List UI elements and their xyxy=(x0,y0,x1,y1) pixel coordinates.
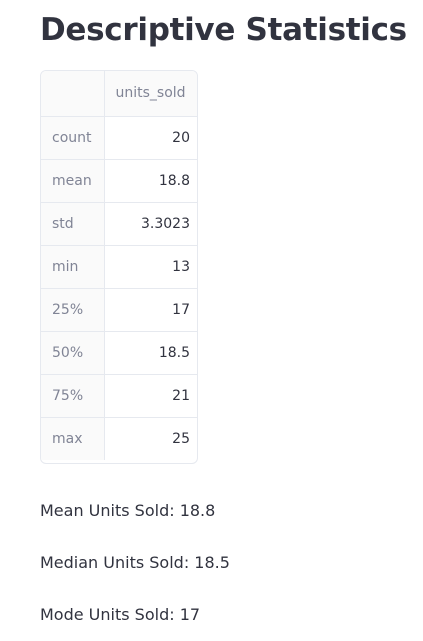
table-row: 75% 21 xyxy=(41,374,197,418)
table-header-row: units_sold xyxy=(41,71,197,117)
row-label: 25% xyxy=(41,288,105,332)
table-row: mean 18.8 xyxy=(41,159,197,203)
row-label: count xyxy=(41,116,105,160)
table-row: std 3.3023 xyxy=(41,202,197,246)
table-cell[interactable]: 17 xyxy=(104,288,197,332)
page-title: Descriptive Statistics xyxy=(40,12,407,48)
row-label: mean xyxy=(41,159,105,203)
table-cell[interactable]: 21 xyxy=(104,374,197,418)
row-label: std xyxy=(41,202,105,246)
row-label: 50% xyxy=(41,331,105,375)
table-cell[interactable]: 25 xyxy=(172,430,190,447)
row-label: 75% xyxy=(41,374,105,418)
table-cell[interactable]: 13 xyxy=(104,245,197,289)
table-cell[interactable]: 18.5 xyxy=(104,331,197,375)
table-row: max 25 xyxy=(41,417,197,460)
column-header-units-sold[interactable]: units_sold xyxy=(104,71,197,117)
mode-units-sold-text: Mode Units Sold: 17 xyxy=(40,605,201,624)
table-row: min 13 xyxy=(41,245,197,289)
table-row: 25% 17 xyxy=(41,288,197,332)
table-cell[interactable]: 20 xyxy=(104,116,197,160)
row-label: max xyxy=(41,417,105,460)
table-row: count 20 xyxy=(41,116,197,160)
index-header-cell xyxy=(41,71,105,117)
table-cell[interactable]: 3.3023 xyxy=(104,202,197,246)
row-label: min xyxy=(41,245,105,289)
descriptive-stats-table[interactable]: units_sold count 20 mean 18.8 std 3.3023… xyxy=(40,70,198,464)
table-row: 50% 18.5 xyxy=(41,331,197,375)
table-cell[interactable]: 18.8 xyxy=(104,159,197,203)
median-units-sold-text: Median Units Sold: 18.5 xyxy=(40,553,230,572)
stats-table-grid: units_sold count 20 mean 18.8 std 3.3023… xyxy=(41,71,197,460)
mean-units-sold-text: Mean Units Sold: 18.8 xyxy=(40,501,216,520)
